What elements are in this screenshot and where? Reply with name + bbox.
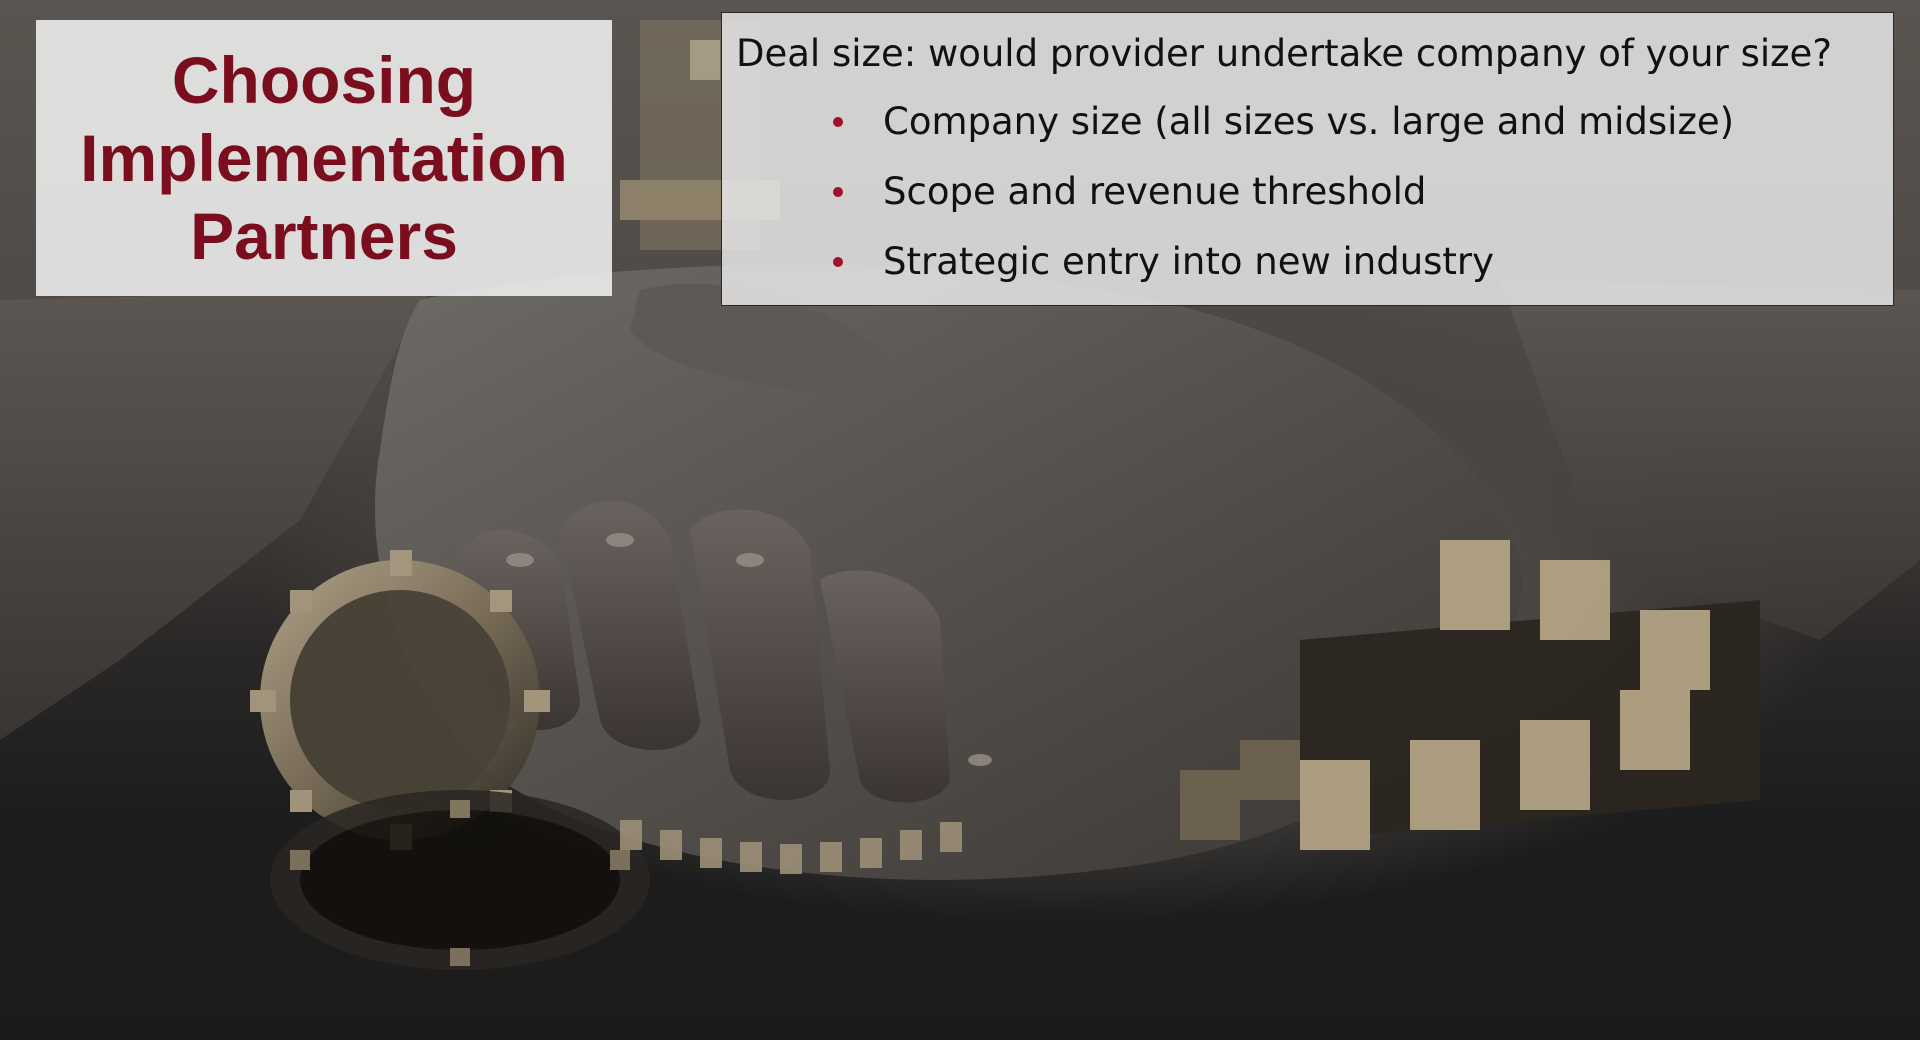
slide-title: Choosing Implementation Partners <box>80 41 568 275</box>
bullet-icon <box>833 187 843 197</box>
bullet-item: Scope and revenue threshold <box>736 157 1877 227</box>
content-box: Deal size: would provider undertake comp… <box>721 12 1894 306</box>
title-line: Implementation <box>80 121 568 195</box>
bullet-item: Company size (all sizes vs. large and mi… <box>736 87 1877 157</box>
title-line: Partners <box>190 199 458 273</box>
bullet-list: Company size (all sizes vs. large and mi… <box>736 87 1877 297</box>
bullet-text: Scope and revenue threshold <box>883 170 1427 213</box>
title-box: Choosing Implementation Partners <box>36 20 612 296</box>
bullet-icon <box>833 117 843 127</box>
content-headline: Deal size: would provider undertake comp… <box>736 32 1832 75</box>
bullet-text: Company size (all sizes vs. large and mi… <box>883 100 1735 143</box>
bullet-text: Strategic entry into new industry <box>883 240 1495 283</box>
bullet-icon <box>833 257 843 267</box>
title-line: Choosing <box>171 43 477 117</box>
bullet-item: Strategic entry into new industry <box>736 227 1877 297</box>
